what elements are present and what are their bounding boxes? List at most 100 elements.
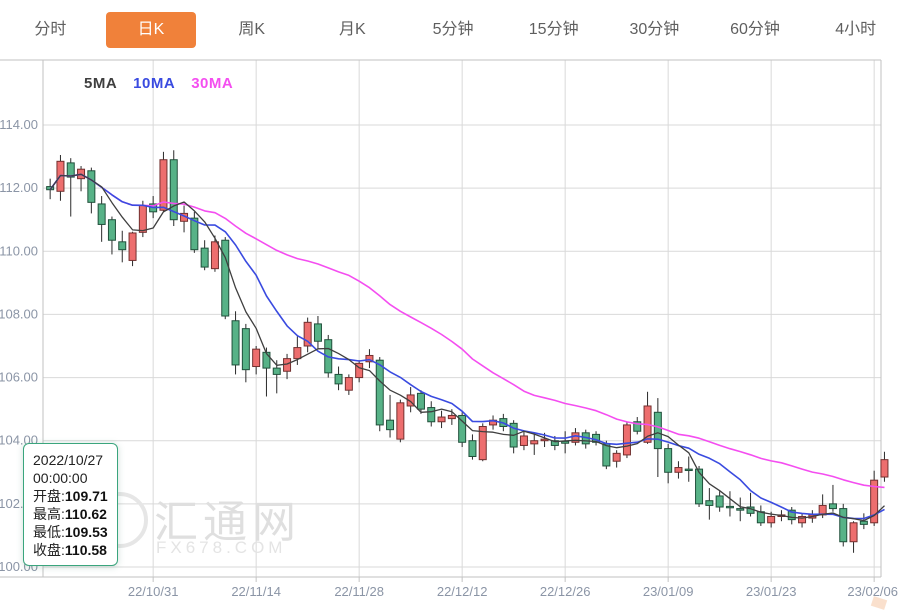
candle-body-up [406, 394, 415, 407]
candle-body-up [798, 515, 807, 524]
tab-label: 周K [238, 21, 266, 38]
candle[interactable] [386, 394, 395, 438]
candle[interactable] [437, 410, 446, 429]
candle-body-down [375, 359, 384, 426]
candle[interactable] [190, 211, 199, 253]
candle[interactable] [458, 412, 467, 448]
candle-body-down [231, 320, 240, 366]
candle[interactable] [653, 398, 662, 478]
candle[interactable] [756, 505, 765, 526]
x-axis-label: 23/01/09 [643, 584, 694, 599]
candle[interactable] [231, 311, 240, 375]
candle-body-down [653, 411, 662, 450]
candle-body-down [272, 367, 281, 375]
candle[interactable] [664, 443, 673, 484]
tab-日K[interactable]: 日K [101, 0, 202, 60]
candle[interactable] [705, 488, 714, 520]
tab-月K[interactable]: 月K [302, 0, 403, 60]
tab-label: 4小时 [835, 21, 877, 38]
candle[interactable] [592, 431, 601, 446]
tab-60分钟[interactable]: 60分钟 [705, 0, 806, 60]
candle[interactable] [674, 461, 683, 479]
candle[interactable] [612, 450, 621, 468]
y-axis-label: 108.00 [0, 306, 38, 321]
tab-15分钟[interactable]: 15分钟 [503, 0, 604, 60]
candle[interactable] [571, 428, 580, 446]
candle[interactable] [252, 345, 261, 375]
candle-body-up [252, 348, 261, 368]
candle[interactable] [684, 456, 693, 482]
tab-分时[interactable]: 分时 [0, 0, 101, 60]
candle[interactable] [303, 317, 312, 353]
candle[interactable] [406, 387, 415, 413]
tab-5分钟[interactable]: 5分钟 [403, 0, 504, 60]
candle[interactable] [396, 399, 405, 443]
candle[interactable] [344, 374, 353, 395]
candle[interactable] [180, 205, 189, 233]
candle[interactable] [736, 497, 745, 522]
legend-5MA: 5MA [84, 75, 118, 92]
candle[interactable] [221, 237, 230, 320]
tooltip-date: 2022/10/27 [33, 452, 104, 468]
candle[interactable] [427, 401, 436, 427]
candle[interactable] [581, 429, 590, 449]
candle-body-up [612, 452, 621, 462]
candle[interactable] [880, 451, 889, 482]
candle[interactable] [200, 240, 209, 271]
candle[interactable] [107, 216, 116, 255]
candle[interactable] [633, 417, 642, 435]
candle-body-down [169, 159, 178, 221]
candle-body-up [674, 467, 683, 473]
tooltip-time: 00:00:00 [33, 470, 88, 486]
candle-body-down [664, 448, 673, 473]
candle-body-down [241, 328, 250, 371]
candle[interactable] [283, 353, 292, 380]
tab-周K[interactable]: 周K [201, 0, 302, 60]
candle[interactable] [87, 167, 96, 214]
candle[interactable] [66, 158, 75, 217]
candle-body-down [118, 241, 127, 251]
candle-body-up [540, 438, 549, 442]
candle-body-down [787, 509, 796, 521]
candle[interactable] [77, 166, 86, 192]
candle[interactable] [839, 503, 848, 547]
candle-body-down [262, 351, 271, 369]
candle[interactable] [416, 390, 425, 414]
tab-label: 日K [105, 12, 197, 48]
candle-body-down [313, 323, 322, 342]
candle[interactable] [509, 420, 518, 454]
candle[interactable] [97, 196, 106, 242]
candle[interactable] [262, 347, 271, 397]
candle[interactable] [489, 415, 498, 430]
candle[interactable] [478, 423, 487, 462]
ohlc-tooltip: 2022/10/27 00:00:00 开盘:109.71 最高:110.62 … [23, 443, 118, 566]
candle[interactable] [375, 357, 384, 432]
candle-body-up [365, 354, 374, 363]
candle[interactable] [355, 360, 364, 383]
candle[interactable] [828, 484, 837, 512]
candle[interactable] [128, 231, 137, 267]
tab-4小时[interactable]: 4小时 [805, 0, 906, 60]
candle[interactable] [849, 521, 858, 553]
candle[interactable] [210, 235, 219, 272]
candle[interactable] [787, 507, 796, 525]
tab-30分钟[interactable]: 30分钟 [604, 0, 705, 60]
candle[interactable] [118, 230, 127, 263]
candle[interactable] [725, 491, 734, 517]
candle[interactable] [519, 431, 528, 451]
candle[interactable] [530, 434, 539, 455]
candle[interactable] [365, 349, 374, 369]
candle[interactable] [334, 366, 343, 391]
candle[interactable] [798, 513, 807, 528]
candle[interactable] [313, 316, 322, 350]
candle[interactable] [468, 434, 477, 460]
candle-body-up [519, 435, 528, 446]
candle[interactable] [746, 492, 755, 517]
candle[interactable] [561, 431, 570, 454]
candle[interactable] [715, 491, 724, 512]
candle[interactable] [241, 323, 250, 383]
candle-body-down [458, 414, 467, 443]
candle[interactable] [169, 150, 178, 227]
candle[interactable] [870, 470, 879, 526]
candle[interactable] [622, 421, 631, 459]
